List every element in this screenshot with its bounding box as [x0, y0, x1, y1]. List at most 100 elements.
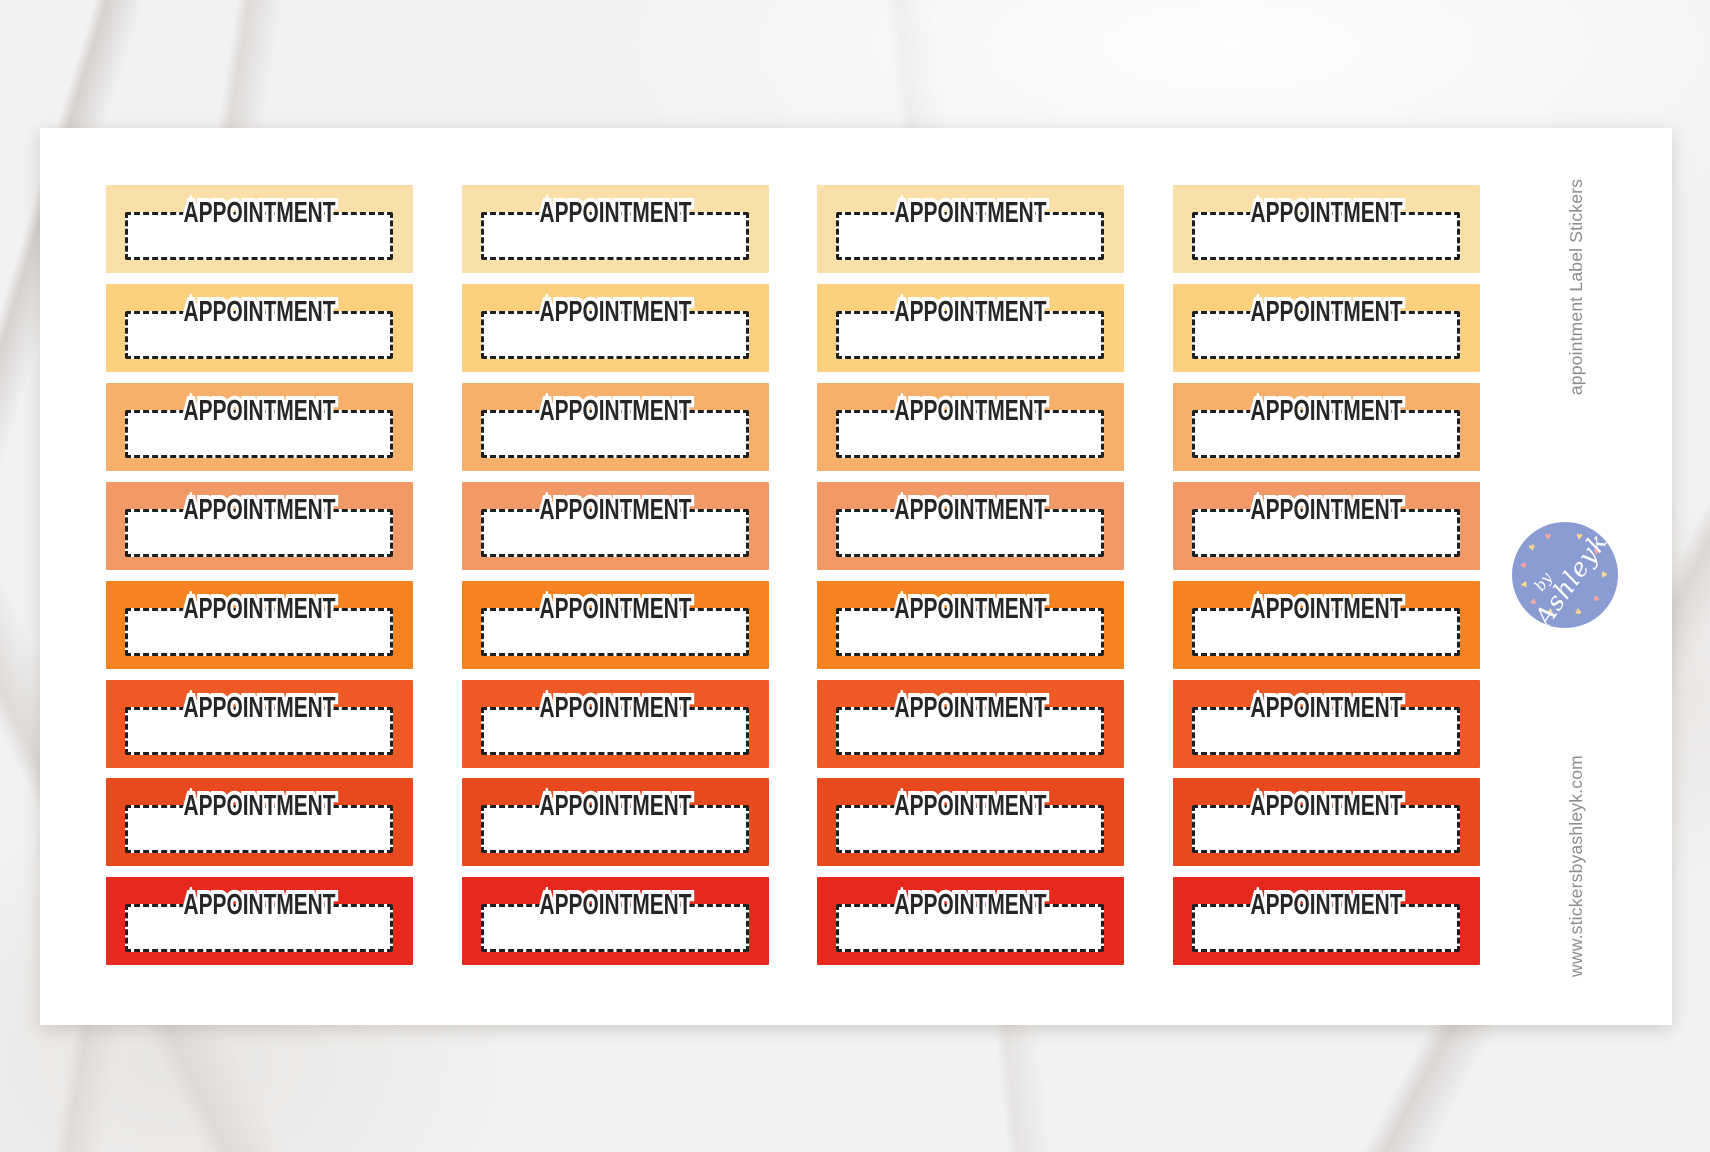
sticker-label-wrap: APPOINTMENT APPOINTMENT	[817, 194, 1124, 232]
write-in-box	[836, 410, 1104, 458]
write-in-box	[481, 608, 749, 656]
sticker-label-wrap: APPOINTMENT APPOINTMENT	[1173, 194, 1480, 232]
sticker-label: APPOINTMENT	[1250, 296, 1403, 328]
appointment-sticker: APPOINTMENT APPOINTMENT	[106, 581, 413, 669]
sticker-grid: APPOINTMENT APPOINTMENT APPOINTMENT APPOINT…	[40, 128, 1672, 1025]
appointment-sticker: APPOINTMENT APPOINTMENT	[462, 581, 769, 669]
write-in-box	[836, 707, 1104, 755]
sticker-label-wrap: APPOINTMENT APPOINTMENT	[106, 194, 413, 232]
sticker-label-halo: APPOINTMENT	[1248, 491, 1406, 529]
sticker-label-halo: APPOINTMENT	[181, 392, 339, 430]
write-in-box	[1192, 410, 1460, 458]
sticker-label-wrap: APPOINTMENT APPOINTMENT	[1173, 392, 1480, 430]
sticker-label-halo: APPOINTMENT	[892, 886, 1050, 924]
sticker-label: APPOINTMENT	[539, 494, 692, 526]
appointment-sticker: APPOINTMENT APPOINTMENT	[817, 185, 1124, 273]
sticker-label: APPOINTMENT	[1250, 790, 1403, 822]
sticker-label: APPOINTMENT	[183, 593, 336, 625]
sticker-label-wrap: APPOINTMENT APPOINTMENT	[817, 886, 1124, 924]
sticker-label-halo: APPOINTMENT	[181, 491, 339, 529]
sticker-label-halo: APPOINTMENT	[892, 491, 1050, 529]
write-in-box	[481, 212, 749, 260]
sticker-label-halo: APPOINTMENT	[892, 590, 1050, 628]
sticker-label: APPOINTMENT	[539, 197, 692, 229]
sticker-label-halo: APPOINTMENT	[181, 787, 339, 825]
sticker-label-wrap: APPOINTMENT APPOINTMENT	[1173, 491, 1480, 529]
sticker-label: APPOINTMENT	[894, 692, 1047, 724]
write-in-box	[125, 212, 393, 260]
sticker-label: APPOINTMENT	[894, 889, 1047, 921]
write-in-box	[125, 608, 393, 656]
sticker-label-halo: APPOINTMENT	[892, 392, 1050, 430]
sticker-label-halo: APPOINTMENT	[1248, 787, 1406, 825]
sticker-label-halo: APPOINTMENT	[1248, 392, 1406, 430]
sticker-label-wrap: APPOINTMENT APPOINTMENT	[817, 590, 1124, 628]
sticker-label-wrap: APPOINTMENT APPOINTMENT	[1173, 590, 1480, 628]
appointment-sticker: APPOINTMENT APPOINTMENT	[106, 680, 413, 768]
write-in-box	[836, 509, 1104, 557]
sticker-label-wrap: APPOINTMENT APPOINTMENT	[462, 886, 769, 924]
appointment-sticker: APPOINTMENT APPOINTMENT	[462, 284, 769, 372]
sticker-label: APPOINTMENT	[1250, 593, 1403, 625]
write-in-box	[836, 608, 1104, 656]
write-in-box	[125, 904, 393, 952]
appointment-sticker: APPOINTMENT APPOINTMENT	[1173, 185, 1480, 273]
appointment-sticker: APPOINTMENT APPOINTMENT	[1173, 877, 1480, 965]
appointment-sticker: APPOINTMENT APPOINTMENT	[1173, 284, 1480, 372]
sticker-label-wrap: APPOINTMENT APPOINTMENT	[462, 293, 769, 331]
appointment-sticker: APPOINTMENT APPOINTMENT	[1173, 383, 1480, 471]
sticker-label: APPOINTMENT	[1250, 197, 1403, 229]
sticker-label-wrap: APPOINTMENT APPOINTMENT	[106, 787, 413, 825]
write-in-box	[125, 509, 393, 557]
appointment-sticker: APPOINTMENT APPOINTMENT	[1173, 581, 1480, 669]
sticker-label: APPOINTMENT	[183, 790, 336, 822]
sticker-label-wrap: APPOINTMENT APPOINTMENT	[106, 293, 413, 331]
sticker-label-halo: APPOINTMENT	[1248, 689, 1406, 727]
sticker-label: APPOINTMENT	[1250, 395, 1403, 427]
sticker-label: APPOINTMENT	[183, 889, 336, 921]
sticker-label: APPOINTMENT	[539, 296, 692, 328]
appointment-sticker: APPOINTMENT APPOINTMENT	[817, 680, 1124, 768]
sticker-label-halo: APPOINTMENT	[537, 689, 695, 727]
sticker-label: APPOINTMENT	[1250, 494, 1403, 526]
appointment-sticker: APPOINTMENT APPOINTMENT	[817, 778, 1124, 866]
sticker-label-halo: APPOINTMENT	[537, 787, 695, 825]
appointment-sticker: APPOINTMENT APPOINTMENT	[462, 482, 769, 570]
sticker-label-halo: APPOINTMENT	[181, 689, 339, 727]
sticker-label-wrap: APPOINTMENT APPOINTMENT	[817, 787, 1124, 825]
write-in-box	[125, 410, 393, 458]
sticker-label-wrap: APPOINTMENT APPOINTMENT	[106, 886, 413, 924]
sticker-label-halo: APPOINTMENT	[537, 194, 695, 232]
sticker-label: APPOINTMENT	[183, 395, 336, 427]
sticker-label-halo: APPOINTMENT	[1248, 886, 1406, 924]
sticker-label: APPOINTMENT	[894, 494, 1047, 526]
write-in-box	[481, 509, 749, 557]
sticker-label: APPOINTMENT	[539, 593, 692, 625]
sticker-label: APPOINTMENT	[894, 395, 1047, 427]
sticker-label-halo: APPOINTMENT	[181, 590, 339, 628]
write-in-box	[836, 904, 1104, 952]
sticker-label: APPOINTMENT	[539, 395, 692, 427]
appointment-sticker: APPOINTMENT APPOINTMENT	[106, 482, 413, 570]
appointment-sticker: APPOINTMENT APPOINTMENT	[462, 185, 769, 273]
sticker-label-wrap: APPOINTMENT APPOINTMENT	[817, 392, 1124, 430]
sticker-label: APPOINTMENT	[894, 790, 1047, 822]
write-in-box	[1192, 707, 1460, 755]
write-in-box	[836, 805, 1104, 853]
product-title: appointment Label Stickers	[1566, 178, 1586, 396]
write-in-box	[481, 904, 749, 952]
write-in-box	[1192, 904, 1460, 952]
sticker-label-halo: APPOINTMENT	[1248, 293, 1406, 331]
sticker-label: APPOINTMENT	[894, 296, 1047, 328]
sticker-label-wrap: APPOINTMENT APPOINTMENT	[1173, 886, 1480, 924]
sticker-label-wrap: APPOINTMENT APPOINTMENT	[106, 590, 413, 628]
sticker-label-halo: APPOINTMENT	[537, 590, 695, 628]
sticker-label: APPOINTMENT	[183, 494, 336, 526]
write-in-box	[125, 707, 393, 755]
sticker-label: APPOINTMENT	[539, 692, 692, 724]
sticker-label-wrap: APPOINTMENT APPOINTMENT	[1173, 689, 1480, 727]
appointment-sticker: APPOINTMENT APPOINTMENT	[106, 778, 413, 866]
sticker-label: APPOINTMENT	[539, 790, 692, 822]
sticker-label-halo: APPOINTMENT	[537, 392, 695, 430]
